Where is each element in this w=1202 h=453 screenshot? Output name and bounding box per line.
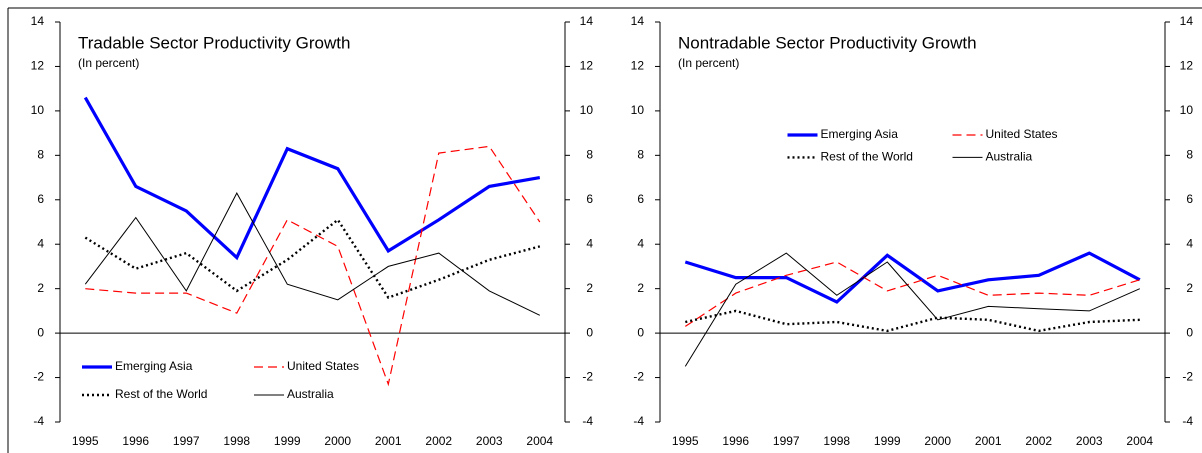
y2-tick-label: 12 (580, 59, 594, 73)
series-line (83, 96, 541, 261)
y-tick-label: 4 (637, 236, 644, 250)
y-tick-label: 8 (37, 148, 44, 162)
y2-tick-label: 14 (580, 14, 594, 28)
legend-label: Rest of the World (115, 387, 207, 401)
y-tick-label: 0 (37, 325, 44, 339)
y-tick-label: -4 (33, 414, 44, 428)
y2-tick-label: 8 (586, 148, 593, 162)
x-tick-label: 2002 (425, 434, 452, 448)
x-tick-label: 2003 (1076, 434, 1103, 448)
x-tick-label: 2004 (1126, 434, 1153, 448)
y-tick-label: -4 (633, 414, 644, 428)
chart-title: Tradable Sector Productivity Growth (78, 33, 350, 52)
x-tick-label: 1998 (823, 434, 850, 448)
series-line (85, 145, 541, 387)
y2-tick-label: 6 (1186, 192, 1193, 206)
legend-label: United States (287, 359, 359, 373)
x-tick-label: 1996 (122, 434, 149, 448)
legend-label: Rest of the World (821, 150, 913, 164)
y2-tick-label: 8 (1186, 148, 1193, 162)
y2-tick-label: -2 (1182, 370, 1193, 384)
series-line (84, 218, 541, 300)
y2-tick-label: 2 (586, 281, 593, 295)
x-tick-label: 1999 (874, 434, 901, 448)
x-tick-label: 2001 (375, 434, 402, 448)
y-tick-label: 8 (637, 148, 644, 162)
y2-tick-label: 4 (1186, 236, 1193, 250)
y-tick-label: 2 (37, 281, 44, 295)
y2-tick-label: -2 (582, 370, 593, 384)
x-tick-label: 1995 (672, 434, 699, 448)
y-tick-label: 0 (637, 325, 644, 339)
y2-tick-label: 0 (586, 325, 593, 339)
legend-label: United States (986, 127, 1058, 141)
y-tick-label: 6 (37, 192, 44, 206)
x-tick-label: 2000 (924, 434, 951, 448)
legend-label: Emerging Asia (115, 359, 193, 373)
y-tick-label: 14 (631, 14, 645, 28)
y2-tick-label: 10 (580, 103, 594, 117)
y-tick-label: 10 (631, 103, 645, 117)
chart-title: Nontradable Sector Productivity Growth (678, 33, 977, 52)
x-tick-label: 2003 (476, 434, 503, 448)
y-tick-label: 12 (31, 59, 45, 73)
x-tick-label: 1997 (173, 434, 200, 448)
x-tick-label: 1996 (722, 434, 749, 448)
y2-tick-label: 0 (1186, 325, 1193, 339)
legend-label: Australia (986, 150, 1033, 164)
y-tick-label: 2 (637, 281, 644, 295)
y-tick-label: 10 (31, 103, 45, 117)
x-tick-label: 2004 (526, 434, 553, 448)
y2-tick-label: -4 (1182, 414, 1193, 428)
y2-tick-label: 4 (586, 236, 593, 250)
y2-tick-label: 2 (1186, 281, 1193, 295)
x-tick-label: 1999 (274, 434, 301, 448)
chart-subtitle: (In percent) (678, 56, 739, 70)
x-tick-label: 1997 (773, 434, 800, 448)
series-line (684, 251, 1141, 304)
y-tick-label: 6 (637, 192, 644, 206)
x-tick-label: 1998 (223, 434, 250, 448)
x-tick-label: 2000 (324, 434, 351, 448)
chart-subtitle: (In percent) (78, 56, 139, 70)
x-tick-label: 1995 (72, 434, 99, 448)
y2-tick-label: 12 (1180, 59, 1194, 73)
series-line (684, 261, 1140, 327)
series-line (685, 309, 1140, 333)
y-tick-label: -2 (633, 370, 644, 384)
y-tick-label: -2 (33, 370, 44, 384)
legend-label: Australia (287, 387, 334, 401)
series-line (684, 252, 1141, 367)
y-tick-label: 14 (31, 14, 45, 28)
y-tick-label: 12 (631, 59, 645, 73)
x-tick-label: 2002 (1025, 434, 1052, 448)
legend-label: Emerging Asia (821, 127, 899, 141)
x-tick-label: 2001 (975, 434, 1002, 448)
y2-tick-label: 6 (586, 192, 593, 206)
y2-tick-label: -4 (582, 414, 593, 428)
y2-tick-label: 14 (1180, 14, 1194, 28)
series-line (84, 192, 541, 316)
y-tick-label: 4 (37, 236, 44, 250)
y2-tick-label: 10 (1180, 103, 1194, 117)
